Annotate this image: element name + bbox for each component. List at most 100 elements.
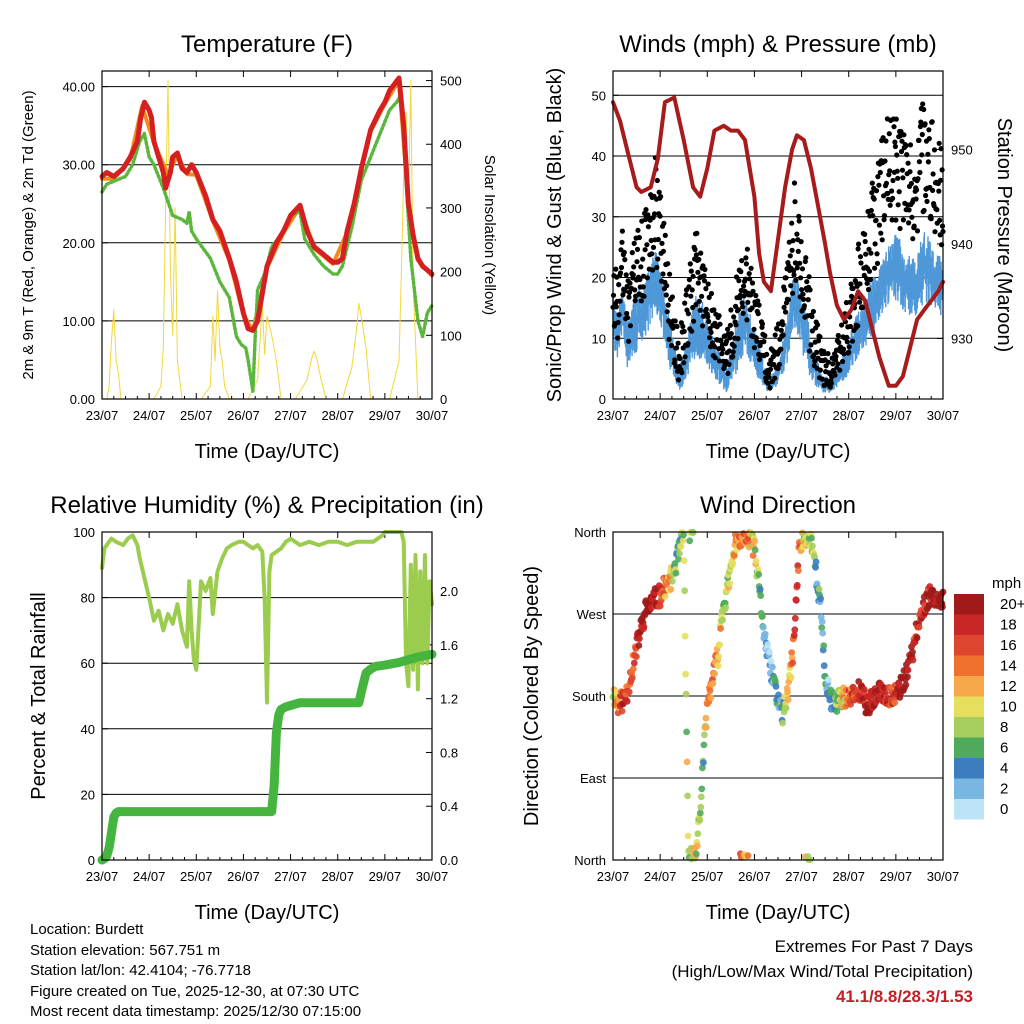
wind-gust-point (801, 297, 806, 302)
wind-gust-point (925, 152, 930, 157)
wind-gust-point (922, 208, 927, 213)
y2-tick-label: 0.0 (440, 853, 458, 868)
legend-swatch (954, 717, 984, 738)
wind-direction-point (676, 550, 683, 557)
wind-gust-point (667, 337, 672, 342)
wind-gust-point (706, 319, 711, 324)
wind-direction-point (682, 671, 689, 678)
wind-gust-point (907, 207, 912, 212)
wind-gust-point (906, 220, 911, 225)
wind-direction-point (759, 613, 766, 620)
wind-gust-point (782, 287, 787, 292)
wind-gust-point (619, 240, 624, 245)
wind-gust-point (640, 257, 645, 262)
legend-swatch (954, 697, 984, 718)
wind-gust-point (773, 332, 778, 337)
wind-gust-point (703, 286, 708, 291)
figure-canvas: Temperature (F)Time (Day/UTC)2m & 9m T (… (0, 0, 1024, 1024)
x-axis-label: Time (Day/UTC) (706, 441, 851, 463)
y-tick-label: 40 (81, 722, 95, 737)
wind-gust-point (926, 127, 931, 132)
wind-direction-point (707, 687, 714, 694)
wind-direction-point (821, 662, 828, 669)
extremes-box: Extremes For Past 7 Days (High/Low/Max W… (672, 934, 973, 1009)
wind-gust-point (863, 239, 868, 244)
wind-direction-point (682, 633, 689, 640)
wind-gust-point (651, 245, 656, 250)
wind-gust-point (781, 332, 786, 337)
wind-gust-point (696, 257, 701, 262)
station-latlon: Station lat/lon: 42.4104; -76.7718 (30, 961, 361, 982)
wind-gust-point (632, 287, 637, 292)
wind-gust-point (929, 216, 934, 221)
wind-gust-point (725, 371, 730, 376)
legend-label: 20+ (1000, 596, 1024, 613)
wind-gust-point (923, 121, 928, 126)
winds-panel: Winds (mph) & Pressure (mb)Time (Day/UTC… (544, 31, 1015, 463)
wind-gust-point (870, 213, 875, 218)
wind-gust-point (893, 144, 898, 149)
wind-gust-point (698, 251, 703, 256)
wind-gust-point (883, 138, 888, 143)
x-tick-label: 26/07 (738, 408, 771, 423)
wind-direction-point (753, 558, 760, 565)
extremes-values: 41.1/8.8/28.3/1.53 (672, 984, 973, 1009)
wind-gust-point (915, 228, 920, 233)
wind-gust-point (709, 291, 714, 296)
y-tick-label: 100 (73, 525, 95, 540)
wind-gust-point (630, 250, 635, 255)
wind-direction-point (633, 653, 640, 660)
wind-gust-point (798, 275, 803, 280)
wind-gust-point (691, 319, 696, 324)
wind-direction-point (711, 670, 718, 677)
wind-gust-point (835, 361, 840, 366)
wind-gust-point (639, 298, 644, 303)
wind-direction-point (619, 708, 626, 715)
x-axis-label: Time (Day/UTC) (195, 441, 340, 463)
wind-gust-point (698, 308, 703, 313)
speed-legend: mph20+181614121086420 (954, 575, 1024, 820)
wind-gust-point (704, 307, 709, 312)
y-tick-label: 20 (81, 787, 95, 802)
wind-gust-point (862, 232, 867, 237)
wind-gust-point (923, 193, 928, 198)
wind-gust-point (882, 213, 887, 218)
wind-gust-point (790, 291, 795, 296)
wind-gust-point (777, 362, 782, 367)
x-tick-label: 28/07 (321, 408, 354, 423)
wind-direction-point (685, 833, 692, 840)
wind-gust-point (857, 281, 862, 286)
wind-direction-point (820, 642, 827, 649)
x-tick-label: 24/07 (644, 869, 677, 884)
wind-direction-point (657, 603, 664, 610)
wind-gust-point (797, 218, 802, 223)
wind-gust-point (717, 313, 722, 318)
wind-gust-point (919, 152, 924, 157)
wind-gust-point (624, 272, 629, 277)
wind-direction-point (698, 794, 705, 801)
wind-direction-point (795, 567, 802, 574)
wind-gust-point (628, 323, 633, 328)
humidity-panel: Relative Humidity (%) & Precipitation (i… (28, 492, 484, 924)
wind-gust-point (697, 299, 702, 304)
wind-gust-point (783, 309, 788, 314)
y-tick-label: North (574, 525, 606, 540)
wind-direction-point (710, 680, 717, 687)
legend-label: 4 (1000, 760, 1008, 777)
wind-direction-point (708, 695, 715, 702)
wind-gust-point (700, 323, 705, 328)
wind-gust-point (858, 254, 863, 259)
wind-direction-point (636, 635, 643, 642)
wind-direction-point (662, 593, 669, 600)
wind-gust-point (667, 272, 672, 277)
y-tick-label: 20 (592, 271, 606, 286)
wind-gust-point (799, 239, 804, 244)
wind-direction-point (861, 686, 868, 693)
y2-tick-label: 200 (440, 265, 462, 280)
wind-direction-point (703, 724, 710, 731)
wind-direction-point (694, 830, 701, 837)
wind-gust-point (792, 180, 797, 185)
y-tick-label: 0 (599, 392, 606, 407)
wind-gust-point (917, 159, 922, 164)
wind-gust-point (895, 169, 900, 174)
